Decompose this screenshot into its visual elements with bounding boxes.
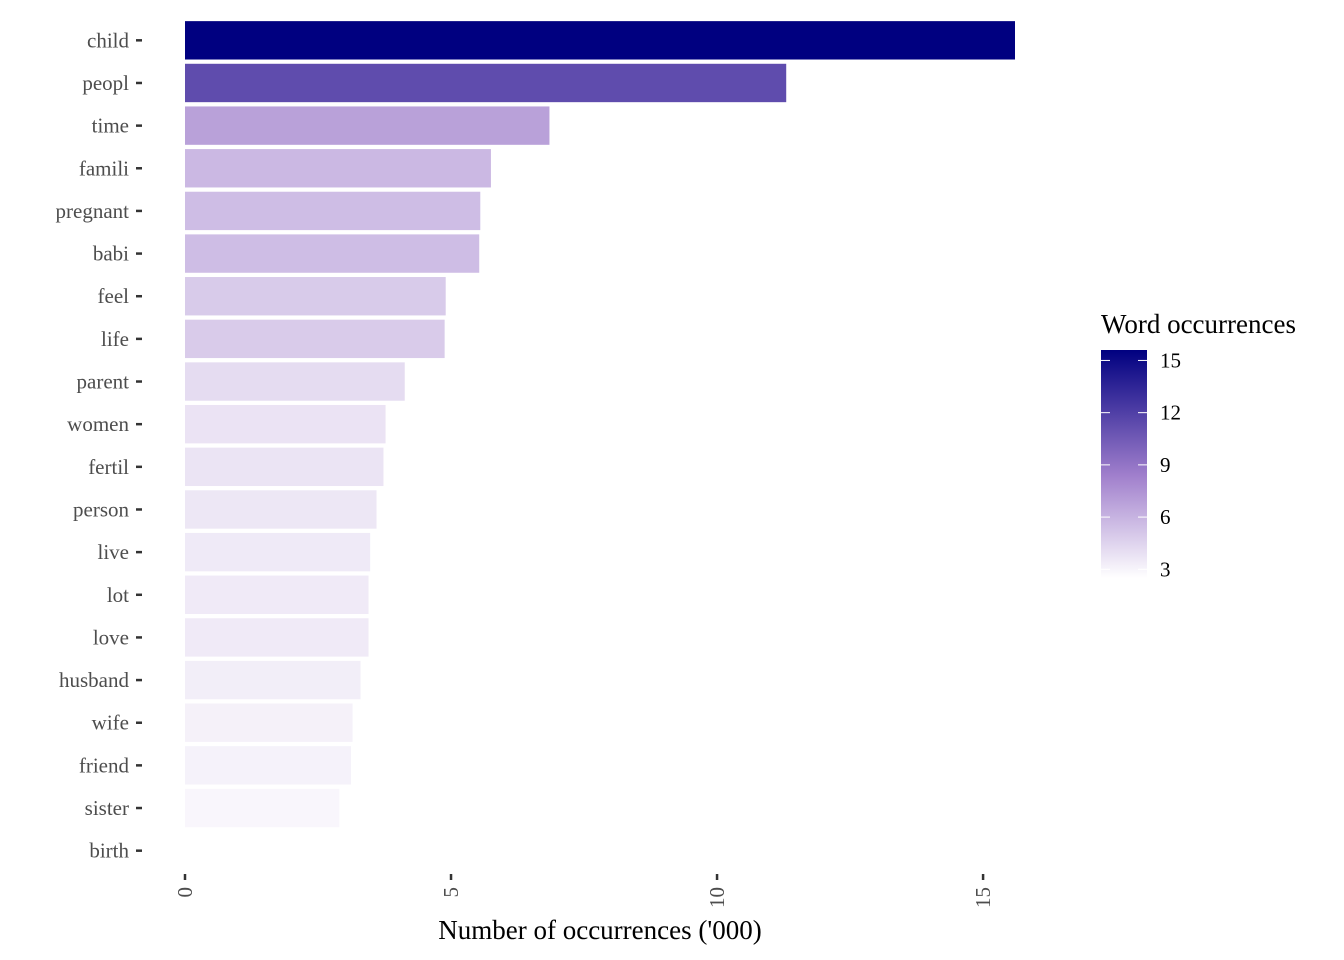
color-legend: Word occurrences 3 6 9 12 15 [1101, 309, 1296, 581]
bar-lot [185, 575, 369, 614]
bar-feel [185, 277, 446, 316]
y-tick-label-child: child [87, 28, 129, 52]
y-tick-label-lot: lot [107, 583, 129, 607]
x-axis: 0 5 10 15 [173, 874, 995, 908]
bar-pregnant [185, 191, 481, 231]
y-tick-label-friend: friend [79, 753, 130, 777]
legend-title: Word occurrences [1101, 309, 1296, 339]
legend-label-6: 6 [1160, 505, 1171, 529]
x-axis-title: Number of occurrences ('000) [438, 915, 761, 945]
legend-ticks: 3 6 9 12 15 [1101, 348, 1181, 581]
y-tick-label-peopl: peopl [82, 71, 129, 95]
y-tick-label-time: time [92, 114, 129, 138]
y-tick-label-husband: husband [59, 668, 129, 692]
bar-love [185, 618, 369, 657]
y-tick-label-sister: sister [85, 796, 129, 820]
legend-label-9: 9 [1160, 453, 1171, 477]
bar-famili [185, 149, 491, 188]
bar-wife [185, 703, 353, 742]
bars-group [185, 21, 1015, 828]
bar-peopl [185, 63, 787, 103]
x-tick-label-10: 10 [705, 887, 729, 908]
y-tick-label-feel: feel [98, 284, 130, 308]
y-tick-label-wife: wife [92, 711, 129, 735]
y-axis: child peopl time famili pregnant babi feel life… [56, 28, 142, 863]
y-tick-label-person: person [73, 497, 129, 521]
bar-life [185, 319, 445, 359]
bar-husband [185, 660, 361, 700]
x-tick-label-5: 5 [439, 887, 463, 898]
y-tick-label-fertil: fertil [88, 455, 129, 479]
legend-label-3: 3 [1160, 557, 1171, 581]
bar-fertil [185, 447, 384, 487]
bar-live [185, 532, 371, 572]
y-tick-label-love: love [93, 625, 129, 649]
y-tick-label-parent: parent [77, 370, 130, 394]
bar-person [185, 490, 377, 529]
bar-women [185, 404, 386, 444]
x-tick-label-0: 0 [173, 887, 197, 898]
x-tick-label-15: 15 [971, 887, 995, 908]
y-tick-label-pregnant: pregnant [56, 199, 130, 223]
y-tick-label-birth: birth [89, 839, 129, 863]
bar-sister [185, 788, 340, 828]
bar-parent [185, 362, 405, 401]
y-tick-label-life: life [101, 327, 129, 351]
bar-time [185, 106, 550, 145]
legend-colorbar [1101, 350, 1147, 578]
legend-label-12: 12 [1160, 401, 1181, 425]
y-tick-label-women: women [67, 412, 129, 436]
bar-child [185, 21, 1015, 60]
y-tick-label-babi: babi [93, 242, 129, 266]
legend-label-15: 15 [1160, 348, 1181, 372]
y-tick-label-famili: famili [79, 156, 129, 180]
y-tick-label-live: live [98, 540, 130, 564]
bar-babi [185, 234, 480, 273]
bar-friend [185, 746, 351, 785]
